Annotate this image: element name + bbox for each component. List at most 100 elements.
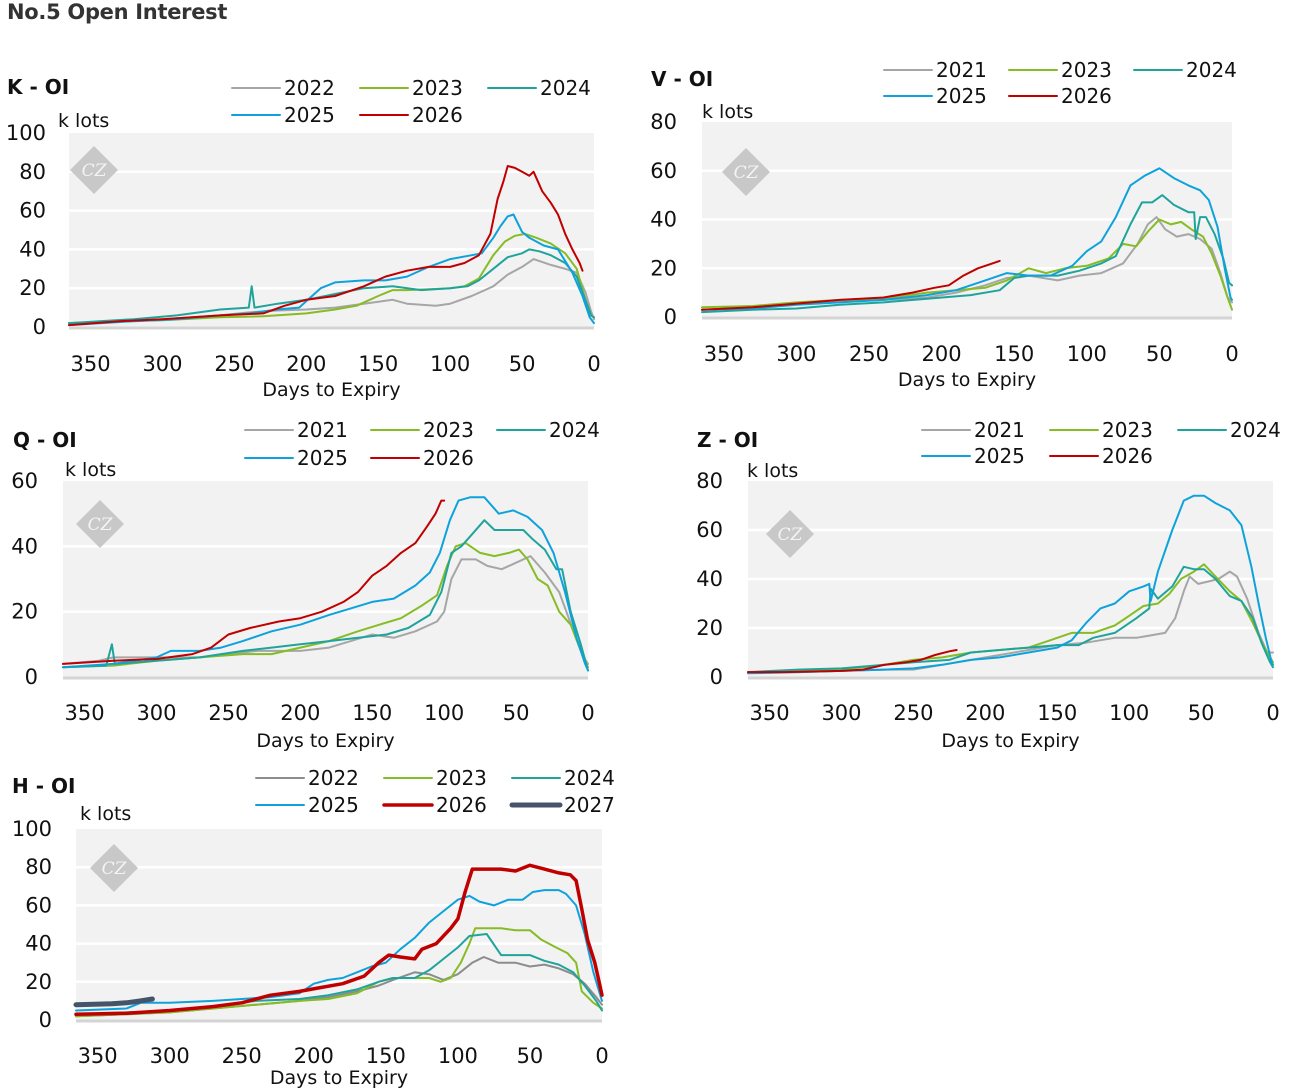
chart-title: Q - OI xyxy=(13,428,77,452)
watermark-text: CZ xyxy=(82,161,108,181)
series-line-2025 xyxy=(747,494,1274,675)
y-tick-label: 0 xyxy=(664,305,677,329)
x-tick-label: 100 xyxy=(430,352,470,376)
legend-label: 2024 xyxy=(540,76,591,100)
series-line-2026 xyxy=(74,863,604,1017)
series-line-2026 xyxy=(62,499,446,665)
legend-label: 2023 xyxy=(412,76,463,100)
legend-item: 2025 xyxy=(921,444,1025,468)
watermark-diamond xyxy=(76,500,124,548)
legend-label: 2021 xyxy=(297,418,348,442)
legend-label: 2024 xyxy=(564,766,615,790)
y-tick-label: 80 xyxy=(25,855,52,879)
watermark-text: CZ xyxy=(734,163,760,183)
legend-label: 2025 xyxy=(974,444,1025,468)
watermark-diamond xyxy=(70,146,118,194)
legend-label: 2025 xyxy=(297,446,348,470)
series-line-2024 xyxy=(68,248,595,325)
legend-item: 2021 xyxy=(883,58,987,82)
legend-label: 2026 xyxy=(436,793,487,817)
x-tick-label: 150 xyxy=(358,352,398,376)
legend-item: 2021 xyxy=(244,418,348,442)
series-line-2026 xyxy=(68,165,584,327)
legend-item: 2026 xyxy=(1008,84,1112,108)
series-line-2025 xyxy=(62,496,589,672)
x-tick-label: 200 xyxy=(294,1044,334,1068)
watermark-logo-icon: CZ xyxy=(766,510,814,558)
legend-label: 2023 xyxy=(436,766,487,790)
x-tick-label: 300 xyxy=(142,352,182,376)
legend-label: 2021 xyxy=(974,418,1025,442)
x-tick-label: 0 xyxy=(1225,342,1238,366)
legend-item: 2023 xyxy=(1049,418,1153,442)
legend-label: 2026 xyxy=(1061,84,1112,108)
legend-label: 2024 xyxy=(1230,418,1281,442)
series-line-2024 xyxy=(75,933,603,1016)
legend-label: 2027 xyxy=(564,793,615,817)
y-tick-label: 80 xyxy=(650,110,677,134)
y-tick-label: 0 xyxy=(710,665,723,689)
x-tick-label: 350 xyxy=(65,701,105,725)
legend-label: 2026 xyxy=(412,103,463,127)
legend-label: 2021 xyxy=(936,58,987,82)
x-axis-title: Days to Expiry xyxy=(898,369,1036,391)
series-line-2025 xyxy=(75,889,603,1012)
y-tick-label: 20 xyxy=(696,616,723,640)
x-tick-label: 0 xyxy=(1266,701,1279,725)
watermark-logo-icon: CZ xyxy=(70,146,118,194)
legend: 2021 2023 2024 2025 2026 xyxy=(244,418,600,470)
x-tick-label: 50 xyxy=(503,701,530,725)
x-tick-label: 250 xyxy=(222,1044,262,1068)
legend-item: 2024 xyxy=(1177,418,1281,442)
plot-area xyxy=(76,829,602,1020)
y-tick-label: 20 xyxy=(19,276,46,300)
x-tick-label: 150 xyxy=(994,342,1034,366)
x-tick-label: 200 xyxy=(286,352,326,376)
legend: 2022 2023 2024 2025 2026 xyxy=(231,76,591,127)
legend-item: 2026 xyxy=(370,446,474,470)
legend-label: 2022 xyxy=(284,76,335,100)
watermark-logo-icon: CZ xyxy=(76,500,124,548)
series-line-2023 xyxy=(701,218,1233,311)
y-tick-label: 60 xyxy=(19,199,46,223)
x-tick-label: 200 xyxy=(280,701,320,725)
x-tick-label: 350 xyxy=(704,342,744,366)
chart-title: H - OI xyxy=(12,774,75,798)
legend-item: 2023 xyxy=(370,418,474,442)
watermark-logo-icon: CZ xyxy=(722,148,770,196)
x-tick-label: 0 xyxy=(581,701,594,725)
legend-item: 2023 xyxy=(383,766,487,790)
series-line-2024 xyxy=(747,565,1274,674)
y-tick-label: 60 xyxy=(11,469,38,493)
y-tick-label: 60 xyxy=(696,518,723,542)
x-tick-label: 250 xyxy=(849,342,889,366)
chart-title: Z - OI xyxy=(697,428,758,452)
x-tick-label: 100 xyxy=(438,1044,478,1068)
y-axis-label: k lots xyxy=(747,460,798,482)
x-tick-label: 350 xyxy=(71,352,111,376)
watermark-text: CZ xyxy=(778,525,804,545)
y-tick-label: 0 xyxy=(39,1008,52,1032)
y-tick-label: 20 xyxy=(650,256,677,280)
y-tick-label: 60 xyxy=(25,893,52,917)
legend-item: 2023 xyxy=(359,76,463,100)
x-tick-label: 0 xyxy=(595,1044,608,1068)
legend-label: 2022 xyxy=(308,766,359,790)
chart-title: V - OI xyxy=(651,67,713,91)
x-axis-title: Days to Expiry xyxy=(256,730,394,752)
x-tick-label: 100 xyxy=(1109,701,1149,725)
y-tick-label: 40 xyxy=(19,237,46,261)
series-line-2027 xyxy=(73,996,155,1008)
legend-item: 2026 xyxy=(1049,444,1153,468)
x-tick-label: 0 xyxy=(587,352,600,376)
x-tick-label: 350 xyxy=(78,1044,118,1068)
legend-item: 2024 xyxy=(487,76,591,100)
series-line-2025 xyxy=(68,213,595,327)
x-tick-label: 300 xyxy=(136,701,176,725)
legend-item: 2022 xyxy=(255,766,359,790)
legend-label: 2023 xyxy=(1061,58,1112,82)
